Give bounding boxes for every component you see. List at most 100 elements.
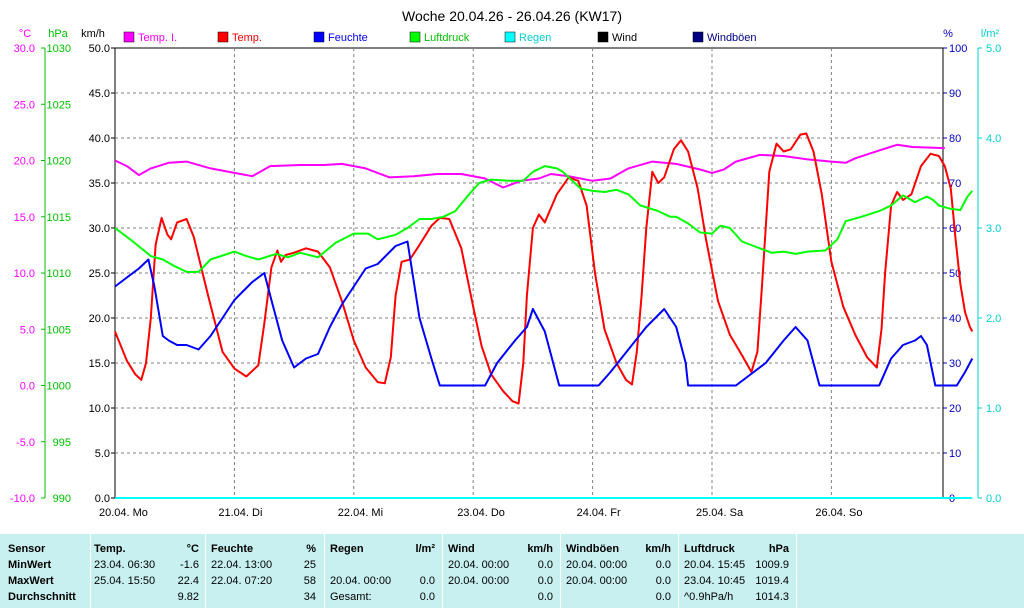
chart-title: Woche 20.04.26 - 26.04.26 (KW17): [402, 8, 622, 24]
stats-separator: [796, 534, 797, 608]
stats-wind-min-val: 0.0: [537, 559, 553, 571]
wind-tick-label: 40.0: [89, 133, 110, 145]
legend-label: Feuchte: [328, 32, 368, 44]
stats-regen-max-val: 0.0: [419, 575, 435, 587]
legend-label: Regen: [519, 32, 551, 44]
temp-tick-label: 0.0: [20, 381, 35, 393]
stats-header-windboeen: Windböen: [566, 543, 620, 555]
stats-feuchte-max-val: 58: [303, 575, 316, 587]
statistics-table: Sensor MinWert MaxWert Durchschnitt Temp…: [0, 534, 1024, 608]
stats-temp-min-val: -1.6: [180, 559, 199, 571]
stats-windboeen-min-val: 0.0: [655, 559, 671, 571]
wind-tick-label: 15.0: [89, 358, 110, 370]
legend-swatch: [504, 31, 516, 43]
rain-unit-label: l/m²: [981, 28, 1000, 40]
pressure-tick-label: 1000: [47, 381, 71, 393]
stats-col-wind: Wind km/h 20.04. 00:00 0.0 20.04. 00:00 …: [443, 534, 559, 608]
legend-swatch: [123, 31, 135, 43]
pressure-unit-label: hPa: [48, 28, 68, 40]
stats-luftdruck-min-val: 1009.9: [755, 559, 789, 571]
pressure-tick-label: 1025: [47, 99, 71, 111]
temp-tick-label: 15.0: [14, 212, 35, 224]
stats-header-sensor: Sensor: [8, 543, 46, 555]
axes: 30.0 25.0 20.0 15.0 10.0 5.0 0.0 -5.0 -10.0 1030 1…: [10, 28, 1001, 519]
stats-separator: [324, 534, 325, 608]
wind-tick-label: 45.0: [89, 88, 110, 100]
temp-tick-label: 20.0: [14, 156, 35, 168]
pressure-tick-label: 1030: [47, 43, 71, 55]
humidity-tick-label: 90: [949, 88, 961, 100]
stats-wind-avg-val: 0.0: [537, 591, 553, 603]
pressure-tick-label: 1020: [47, 156, 71, 168]
stats-feuchte-max-date: 22.04. 07:20: [211, 575, 273, 587]
temp-tick-label: 25.0: [14, 99, 35, 111]
humidity-tick-label: 100: [949, 43, 967, 55]
stats-windboeen-min-date: 20.04. 00:00: [566, 559, 628, 571]
stats-wind-max-date: 20.04. 00:00: [448, 575, 510, 587]
stats-temp-avg-val: 9.82: [177, 591, 199, 603]
wind-tick-label: 5.0: [95, 448, 110, 460]
humidity-unit-label: %: [943, 28, 953, 40]
legend-swatch: [597, 31, 609, 43]
stats-separator: [90, 534, 91, 608]
wind-tick-label: 30.0: [89, 223, 110, 235]
rain-tick-label: 2.0: [986, 313, 1001, 325]
wind-tick-label: 20.0: [89, 313, 110, 325]
stats-regen-total-label: Gesamt:: [330, 591, 372, 603]
stats-separator: [678, 534, 679, 608]
wind-tick-label: 25.0: [89, 268, 110, 280]
stats-wind-min-date: 20.04. 00:00: [448, 559, 510, 571]
humidity-tick-label: 20: [949, 403, 961, 415]
x-tick-label: 24.04. Fr: [577, 507, 621, 519]
stats-col-luftdruck: Luftdruck hPa 20.04. 15:45 1009.9 23.04.…: [679, 534, 795, 608]
legend-label: Windböen: [707, 32, 757, 44]
wind-unit-label: km/h: [81, 28, 105, 40]
rain-tick-label: 3.0: [986, 223, 1001, 235]
stats-unit-windboeen: km/h: [645, 543, 671, 555]
stats-feuchte-min-val: 25: [303, 559, 316, 571]
series-line-luftdruck: [114, 165, 974, 273]
stats-windboeen-max-val: 0.0: [655, 575, 671, 587]
x-tick-label: 23.04. Do: [457, 507, 505, 519]
wind-tick-label: 35.0: [89, 178, 110, 190]
legend-label: Luftdruck: [424, 32, 470, 44]
stats-col-feuchte: Feuchte % 22.04. 13:00 25 22.04. 07:20 5…: [206, 534, 323, 608]
stats-separator: [442, 534, 443, 608]
x-tick-label: 21.04. Di: [218, 507, 262, 519]
wind-tick-label: 0.0: [95, 493, 110, 505]
series-line-temp-i-: [114, 143, 945, 189]
stats-temp-min-date: 23.04. 06:30: [94, 559, 156, 571]
stats-header-feuchte: Feuchte: [211, 543, 254, 555]
stats-col-sensor: Sensor MinWert MaxWert Durchschnitt: [4, 534, 90, 608]
stats-label-max: MaxWert: [8, 575, 54, 587]
pressure-tick-label: 1010: [47, 268, 71, 280]
temp-tick-label: -10.0: [10, 493, 35, 505]
stats-regen-max-date: 20.04. 00:00: [330, 575, 392, 587]
humidity-tick-label: 70: [949, 178, 961, 190]
stats-feuchte-avg-val: 34: [303, 591, 316, 603]
rain-tick-label: 1.0: [986, 403, 1001, 415]
stats-col-temp: Temp. °C 23.04. 06:30 -1.6 25.04. 15:50 …: [91, 534, 204, 608]
wind-tick-label: 50.0: [89, 43, 110, 55]
temp-tick-label: 30.0: [14, 43, 35, 55]
stats-header-temp: Temp.: [94, 543, 126, 555]
stats-temp-max-val: 22.4: [177, 575, 199, 587]
humidity-tick-label: 30: [949, 358, 961, 370]
rain-tick-label: 4.0: [986, 133, 1001, 145]
stats-feuchte-min-date: 22.04. 13:00: [211, 559, 273, 571]
x-tick-label: 26.04. So: [815, 507, 862, 519]
humidity-tick-label: 40: [949, 313, 961, 325]
stats-col-windboeen: Windböen km/h 20.04. 00:00 0.0 20.04. 00…: [561, 534, 677, 608]
legend-swatch: [409, 31, 421, 43]
stats-regen-total-val: 0.0: [419, 591, 435, 603]
humidity-tick-label: 80: [949, 133, 961, 145]
stats-label-min: MinWert: [8, 559, 52, 571]
legend-swatch: [313, 31, 325, 43]
wind-tick-label: 10.0: [89, 403, 110, 415]
series: [114, 132, 974, 499]
stats-unit-feuchte: %: [306, 543, 316, 555]
temp-tick-label: -5.0: [16, 437, 35, 449]
legend-label: Temp. I.: [138, 32, 177, 44]
legend-label: Temp.: [232, 32, 262, 44]
stats-luftdruck-avg-val: 1014.3: [755, 591, 789, 603]
